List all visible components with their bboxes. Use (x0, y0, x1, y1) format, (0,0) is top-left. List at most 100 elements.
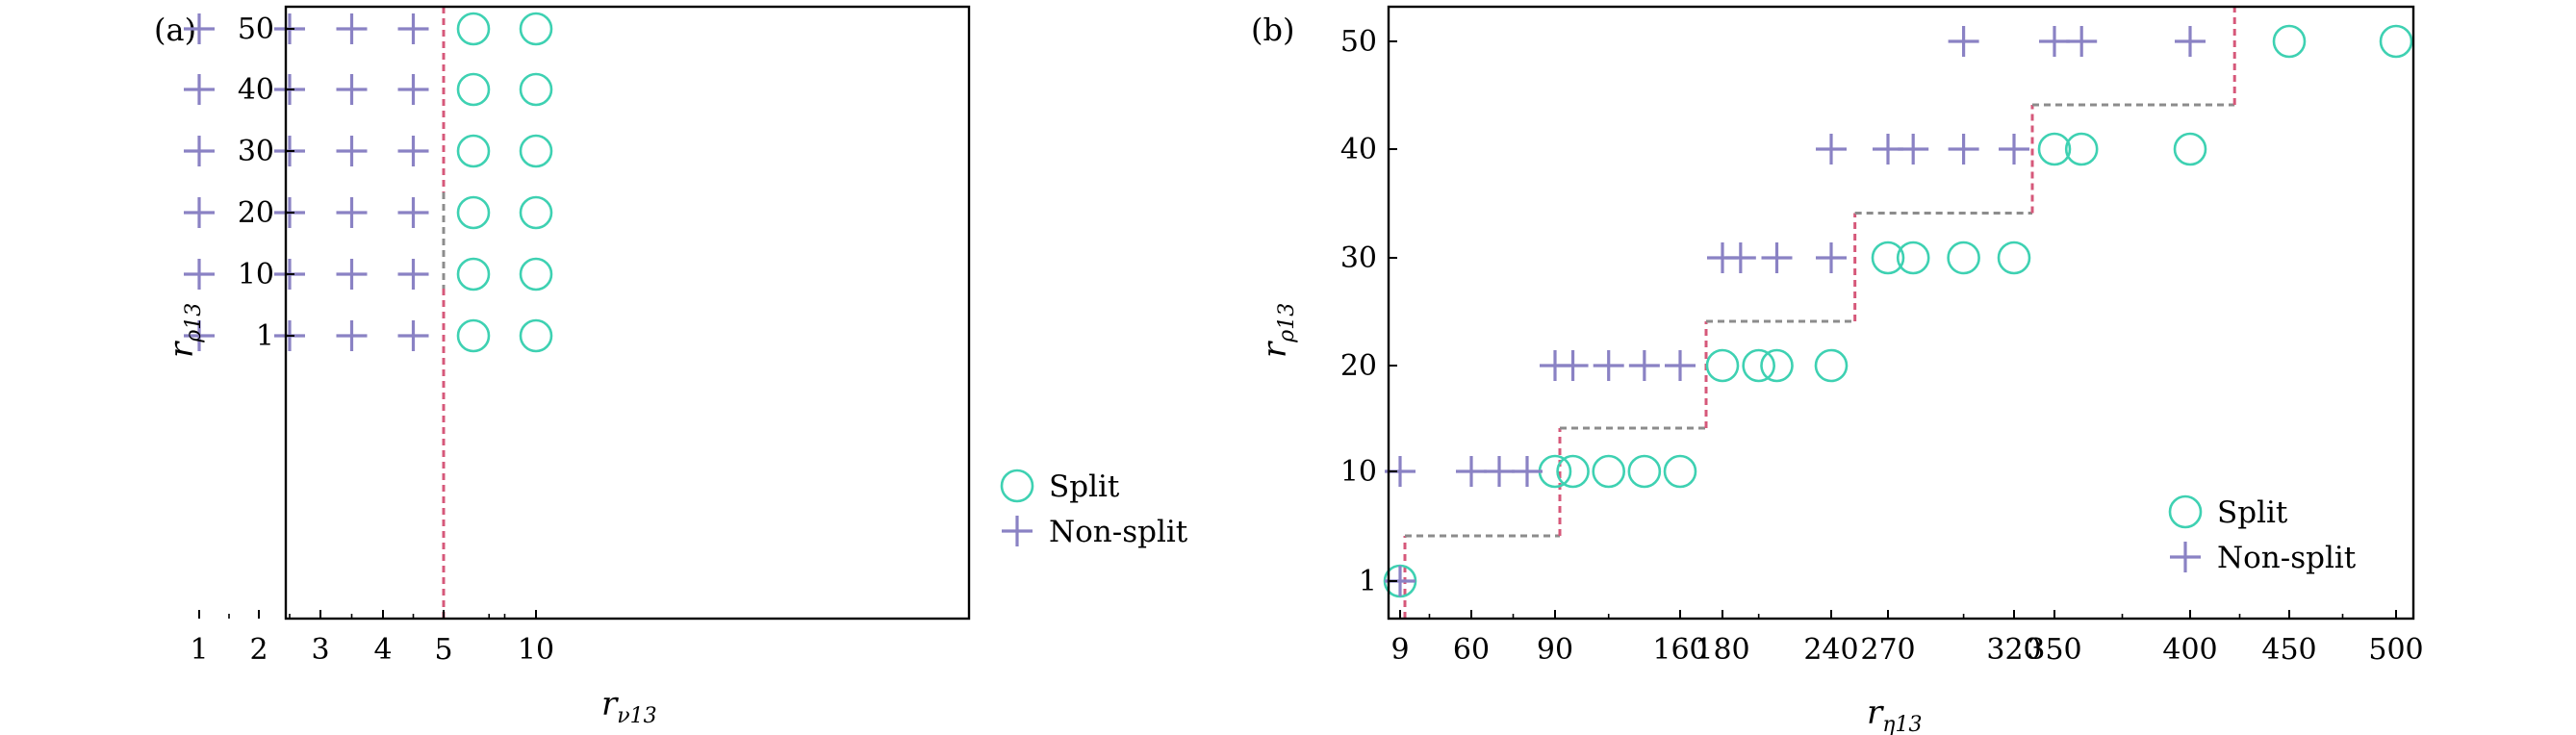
nonsplit-point (184, 320, 215, 351)
y-tick-label: 30 (1340, 241, 1377, 275)
legend-nonsplit-marker (1002, 516, 1033, 546)
nonsplit-point (1999, 134, 2029, 165)
nonsplit-point (1724, 242, 1756, 273)
panel-b-label: (b) (1251, 12, 1294, 48)
nonsplit-point (397, 320, 429, 351)
panel-b-xlabel: rη13 (1867, 694, 1922, 735)
x-tick-label: 240 (1803, 633, 1858, 667)
y-tick-label: 40 (1340, 133, 1377, 166)
y-tick-label: 30 (238, 135, 274, 168)
nonsplit-point (184, 13, 215, 44)
split-point (519, 12, 553, 46)
y-tick-label: 10 (238, 258, 274, 291)
nonsplit-point (1898, 134, 1929, 165)
split-point (1896, 241, 1930, 275)
split-point (456, 195, 491, 230)
nonsplit-point (1948, 26, 1979, 57)
nonsplit-point (1761, 242, 1793, 273)
legend-nonsplit-label: Non-split (1049, 515, 1188, 549)
split-point (456, 72, 491, 107)
split-point (1556, 454, 1590, 489)
split-point (456, 12, 491, 46)
split-point (1871, 241, 1905, 275)
split-point (1814, 348, 1849, 383)
y-tick-label: 40 (238, 73, 274, 107)
nonsplit-point (336, 320, 368, 351)
nonsplit-point (397, 197, 429, 228)
nonsplit-point (1456, 456, 1487, 487)
x-tick-label: 160 (1652, 633, 1707, 667)
panel-a-plot-frame (284, 5, 971, 621)
split-point (519, 195, 553, 230)
panel-a-xlabel: rν13 (601, 685, 657, 728)
x-tick-label: 5 (434, 633, 452, 667)
split-point (456, 318, 491, 353)
y-tick-label: 1 (1359, 565, 1377, 598)
nonsplit-point (397, 259, 429, 290)
split-point (2037, 132, 2072, 166)
nonsplit-point (184, 136, 215, 166)
x-tick-label: 9 (1390, 633, 1409, 667)
nonsplit-point (1628, 350, 1660, 381)
legend-nonsplit-marker (2170, 542, 2201, 572)
x-tick-label: 60 (1453, 633, 1490, 667)
nonsplit-point (336, 197, 368, 228)
split-point (1538, 454, 1572, 489)
split-point (519, 257, 553, 291)
x-tick-label: 450 (2261, 633, 2316, 667)
nonsplit-point (2175, 26, 2206, 57)
nonsplit-point (336, 259, 368, 290)
split-point (1947, 241, 1980, 275)
legend-split-marker (2168, 494, 2203, 529)
x-tick-label: 2 (249, 633, 268, 667)
panel-a-marks (184, 7, 553, 619)
x-tick-label: 3 (311, 633, 329, 667)
x-tick-label: 180 (1695, 633, 1749, 667)
x-tick-label: 1 (190, 633, 208, 667)
split-point (1627, 454, 1662, 489)
y-tick-label: 50 (1340, 25, 1377, 59)
nonsplit-point (397, 13, 429, 44)
panel-b-legend: Split Non-split (2168, 494, 2357, 575)
nonsplit-point (397, 74, 429, 105)
nonsplit-point (1816, 242, 1847, 273)
nonsplit-point (397, 136, 429, 166)
panel-b-plot-frame (1387, 5, 2415, 621)
panel-a-legend: Split Non-split (1000, 469, 1188, 549)
x-tick-label: 500 (2368, 633, 2423, 667)
y-tick-label: 20 (1340, 349, 1377, 383)
nonsplit-point (336, 13, 368, 44)
y-tick-label: 20 (238, 196, 274, 230)
x-tick-label: 350 (2027, 633, 2081, 667)
nonsplit-point (2066, 26, 2098, 57)
nonsplit-point (1557, 350, 1589, 381)
split-point (1705, 348, 1740, 383)
nonsplit-point (1512, 456, 1543, 487)
nonsplit-point (1484, 456, 1515, 487)
legend-nonsplit-plus (1002, 516, 1033, 546)
panel-a-ylabel: rρ13 (163, 303, 206, 358)
x-tick-label: 320 (1986, 633, 2041, 667)
legend-split-label: Split (2217, 495, 2288, 530)
nonsplit-point (1948, 134, 1979, 165)
y-tick-label: 10 (1340, 455, 1377, 489)
legend-nonsplit-plus (2170, 542, 2201, 572)
nonsplit-point (184, 74, 215, 105)
split-point (519, 134, 553, 168)
split-point (1760, 348, 1794, 383)
nonsplit-point (1665, 350, 1696, 381)
y-tick-label: 50 (238, 13, 274, 46)
x-tick-label: 400 (2162, 633, 2217, 667)
split-point (456, 257, 491, 291)
panel-a-ticks: 1 2 3 4 5 10 1 10 20 30 40 50 (190, 13, 554, 667)
x-tick-label: 4 (373, 633, 392, 667)
nonsplit-point (1816, 134, 1847, 165)
y-tick-label: 1 (256, 319, 274, 353)
split-point (2173, 132, 2207, 166)
split-point (2379, 24, 2413, 59)
nonsplit-point (184, 197, 215, 228)
x-tick-label: 90 (1537, 633, 1573, 667)
split-point (1663, 454, 1697, 489)
